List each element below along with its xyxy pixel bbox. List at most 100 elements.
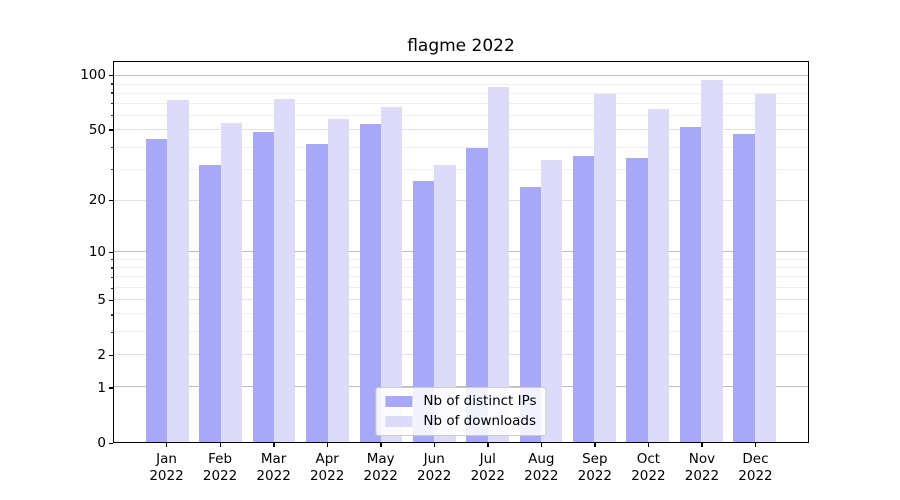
gridline-y-100 bbox=[114, 75, 808, 77]
x-tick-mark-aug bbox=[540, 443, 543, 447]
bar-downloads-jun bbox=[434, 164, 456, 442]
x-tick-mark-jun bbox=[433, 443, 436, 447]
legend-item-downloads: Nb of downloads bbox=[385, 414, 536, 429]
x-tick-label-feb: Feb 2022 bbox=[202, 451, 238, 484]
legend-label-distinct-ips: Nb of distinct IPs bbox=[423, 393, 537, 409]
x-tick-mark-mar bbox=[273, 443, 275, 447]
y-tick-mark-1 bbox=[109, 387, 113, 389]
x-tick-label-apr: Apr 2022 bbox=[309, 451, 345, 484]
y-tick-mark-5 bbox=[109, 299, 113, 302]
y-tick-label-0: 0 bbox=[97, 435, 106, 451]
y-tick-mark-0 bbox=[109, 442, 113, 444]
legend-swatch-downloads-icon bbox=[385, 416, 413, 427]
bar-distinct-ips-nov bbox=[679, 127, 702, 442]
bar-distinct-ips-aug bbox=[519, 186, 542, 442]
bar-distinct-ips-feb bbox=[199, 164, 221, 442]
gridline-y-3 bbox=[114, 331, 808, 333]
bar-distinct-ips-jul bbox=[466, 147, 488, 442]
y-tick-label-50: 50 bbox=[88, 121, 106, 138]
x-tick-mark-dec bbox=[754, 443, 757, 447]
bar-distinct-ips-oct bbox=[626, 158, 648, 442]
gridline-y-10 bbox=[114, 251, 808, 252]
y-minor-tick-mark-8 bbox=[110, 267, 113, 269]
bar-distinct-ips-jan bbox=[146, 138, 168, 442]
y-minor-tick-mark-80 bbox=[110, 92, 113, 94]
x-tick-mark-nov bbox=[701, 443, 703, 447]
bar-downloads-sep bbox=[594, 93, 616, 442]
gridline-y-8 bbox=[114, 266, 808, 268]
y-minor-tick-mark-90 bbox=[110, 83, 113, 85]
x-tick-mark-apr bbox=[326, 443, 329, 447]
bar-downloads-feb bbox=[220, 123, 243, 442]
y-tick-label-1: 1 bbox=[97, 379, 106, 396]
bar-downloads-aug bbox=[541, 160, 563, 442]
y-tick-mark-20 bbox=[109, 199, 113, 202]
y-minor-tick-mark-3 bbox=[110, 332, 113, 334]
x-tick-mark-jul bbox=[487, 443, 489, 447]
x-tick-label-nov: Nov 2022 bbox=[684, 451, 720, 484]
gridline-y-6 bbox=[114, 286, 808, 288]
x-tick-mark-jan bbox=[166, 443, 168, 447]
y-tick-label-10: 10 bbox=[88, 244, 106, 260]
x-tick-label-jun: Jun 2022 bbox=[417, 451, 452, 484]
legend-swatch-distinct-ips-icon bbox=[385, 396, 413, 407]
x-tick-label-sep: Sep 2022 bbox=[577, 451, 613, 484]
y-tick-label-5: 5 bbox=[97, 292, 106, 309]
y-minor-tick-mark-6 bbox=[110, 287, 113, 289]
y-tick-mark-10 bbox=[109, 251, 113, 253]
legend-item-distinct-ips: Nb of distinct IPs bbox=[385, 393, 537, 409]
y-tick-mark-100 bbox=[109, 74, 113, 77]
gridline-y-90 bbox=[114, 83, 808, 85]
gridline-y-4 bbox=[114, 313, 808, 315]
y-minor-tick-mark-7 bbox=[110, 276, 113, 279]
x-tick-label-jan: Jan 2022 bbox=[149, 451, 184, 484]
y-minor-tick-mark-60 bbox=[110, 115, 113, 117]
legend: Nb of distinct IPs Nb of downloads bbox=[375, 387, 547, 436]
gridline-y-40 bbox=[114, 146, 808, 148]
gridline-y-80 bbox=[114, 92, 808, 94]
bar-distinct-ips-dec bbox=[733, 133, 755, 442]
x-tick-label-dec: Dec 2022 bbox=[738, 451, 773, 484]
bar-downloads-jan bbox=[167, 99, 189, 442]
gridline-y-30 bbox=[114, 168, 808, 170]
bar-downloads-may bbox=[380, 106, 403, 442]
x-tick-label-aug: Aug 2022 bbox=[524, 451, 559, 484]
x-tick-label-mar: Mar 2022 bbox=[256, 451, 291, 484]
x-tick-mark-may bbox=[380, 443, 382, 447]
plot-area: Nb of distinct IPs Nb of downloads bbox=[113, 61, 809, 443]
gridline-y-2 bbox=[114, 353, 808, 355]
bar-distinct-ips-may bbox=[359, 124, 381, 442]
bar-downloads-dec bbox=[754, 93, 776, 442]
x-tick-mark-sep bbox=[594, 443, 596, 447]
y-tick-mark-50 bbox=[109, 129, 113, 131]
x-tick-mark-oct bbox=[647, 443, 650, 447]
y-minor-tick-mark-9 bbox=[110, 259, 113, 261]
y-tick-label-2: 2 bbox=[97, 347, 106, 364]
y-tick-label-100: 100 bbox=[80, 67, 106, 84]
bar-downloads-oct bbox=[647, 108, 670, 442]
chart-title: flagme 2022 bbox=[407, 36, 515, 56]
x-tick-mark-feb bbox=[219, 443, 221, 447]
gridline-y-60 bbox=[114, 115, 808, 117]
gridline-y-1 bbox=[114, 386, 808, 388]
bar-distinct-ips-jun bbox=[412, 180, 435, 442]
bar-downloads-apr bbox=[327, 118, 349, 442]
bar-distinct-ips-apr bbox=[306, 143, 328, 442]
bar-downloads-mar bbox=[274, 98, 296, 442]
x-tick-label-jul: Jul 2022 bbox=[470, 451, 505, 484]
y-minor-tick-mark-70 bbox=[110, 102, 113, 105]
legend-label-downloads: Nb of downloads bbox=[423, 413, 536, 429]
gridline-y-5 bbox=[114, 299, 808, 301]
y-tick-label-20: 20 bbox=[88, 192, 106, 209]
x-tick-label-oct: Oct 2022 bbox=[631, 451, 666, 484]
gridline-y-20 bbox=[114, 199, 808, 201]
bar-downloads-nov bbox=[701, 79, 723, 442]
x-tick-label-may: May 2022 bbox=[363, 451, 398, 484]
gridline-y-70 bbox=[114, 103, 808, 105]
gridline-y-7 bbox=[114, 276, 808, 278]
y-minor-tick-mark-30 bbox=[110, 168, 113, 171]
y-minor-tick-mark-4 bbox=[110, 314, 113, 316]
bar-downloads-jul bbox=[487, 87, 510, 442]
y-minor-tick-mark-40 bbox=[110, 146, 113, 149]
